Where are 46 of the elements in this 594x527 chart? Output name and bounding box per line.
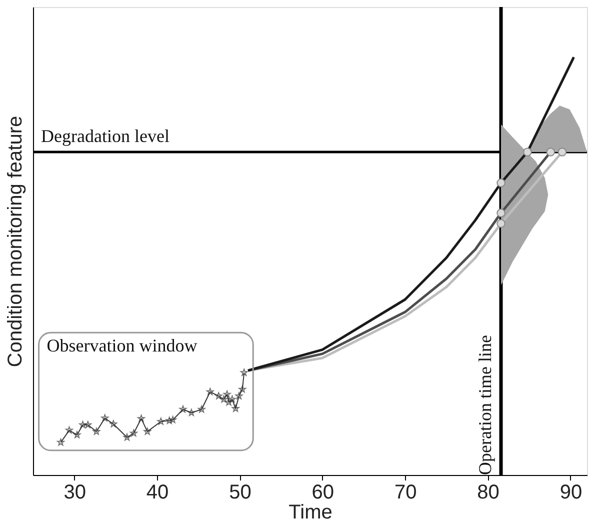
x-tick-label: 30 <box>64 482 86 504</box>
point <box>166 416 174 424</box>
point <box>169 416 177 424</box>
point <box>144 428 152 435</box>
point <box>214 392 222 400</box>
point <box>238 385 246 393</box>
point <box>223 390 231 398</box>
x-tick-label: 90 <box>560 482 582 504</box>
x-tick-label: 70 <box>394 482 417 504</box>
point <box>235 392 243 400</box>
point <box>232 404 240 412</box>
x-tick-label: 40 <box>146 482 169 504</box>
ref-line-label: Operation time line <box>475 335 496 475</box>
point <box>240 368 248 376</box>
point <box>138 414 145 422</box>
point <box>73 431 81 438</box>
x-tick-label: 80 <box>477 482 500 504</box>
point <box>206 388 214 396</box>
annotation: Observation window <box>46 336 198 356</box>
point <box>157 418 165 425</box>
x-tick-label: 60 <box>312 482 334 504</box>
ref-line-label: Degradation level <box>41 126 170 146</box>
point <box>188 408 196 416</box>
point <box>496 178 506 188</box>
point <box>546 148 555 156</box>
point <box>496 219 506 228</box>
y-axis-title: Condition monitoring feature <box>4 116 26 368</box>
point <box>220 396 228 403</box>
point <box>228 396 236 403</box>
point <box>225 398 232 406</box>
point <box>79 421 86 428</box>
point <box>179 406 187 413</box>
point <box>110 420 118 428</box>
point <box>66 426 73 434</box>
point <box>496 208 506 218</box>
point <box>101 414 109 422</box>
point <box>558 148 567 156</box>
x-axis-title: Time <box>288 502 332 524</box>
point <box>84 421 92 428</box>
point <box>123 434 131 441</box>
point <box>523 148 532 156</box>
point <box>57 438 64 446</box>
point <box>198 406 206 413</box>
point <box>130 429 138 436</box>
point <box>92 428 100 435</box>
x-tick-label: 50 <box>229 482 252 504</box>
